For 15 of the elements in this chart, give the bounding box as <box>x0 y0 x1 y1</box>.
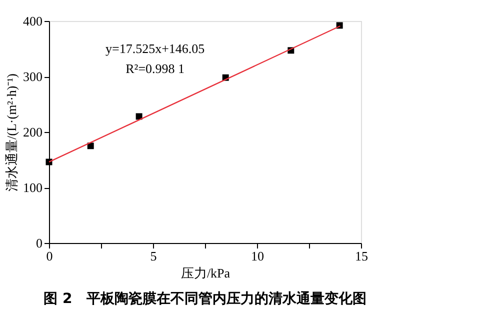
y-axis-title: 清水通量/(L·(m²·h)⁻¹) <box>4 74 19 192</box>
y-tick-label: 300 <box>23 69 42 84</box>
x-tick-label: 0 <box>46 248 53 264</box>
y-tick-label: 400 <box>23 14 42 28</box>
annotation: y=17.525x+146.05 <box>105 41 205 56</box>
point <box>136 113 142 120</box>
y-tick-label: 100 <box>23 180 42 195</box>
y-tick-label: 200 <box>23 124 42 140</box>
annotation: R²=0.998 1 <box>126 61 185 76</box>
text: 图 2 平板陶瓷膜在不同管内压力的清水通量变化图 <box>44 290 366 307</box>
x-axis-title: 压力/kPa <box>180 266 230 280</box>
y-tick-label: 0 <box>36 236 42 250</box>
x-tick-label: 5 <box>150 248 157 264</box>
x-tick-label: 10 <box>251 248 264 264</box>
x-tick-label: 15 <box>355 248 368 264</box>
